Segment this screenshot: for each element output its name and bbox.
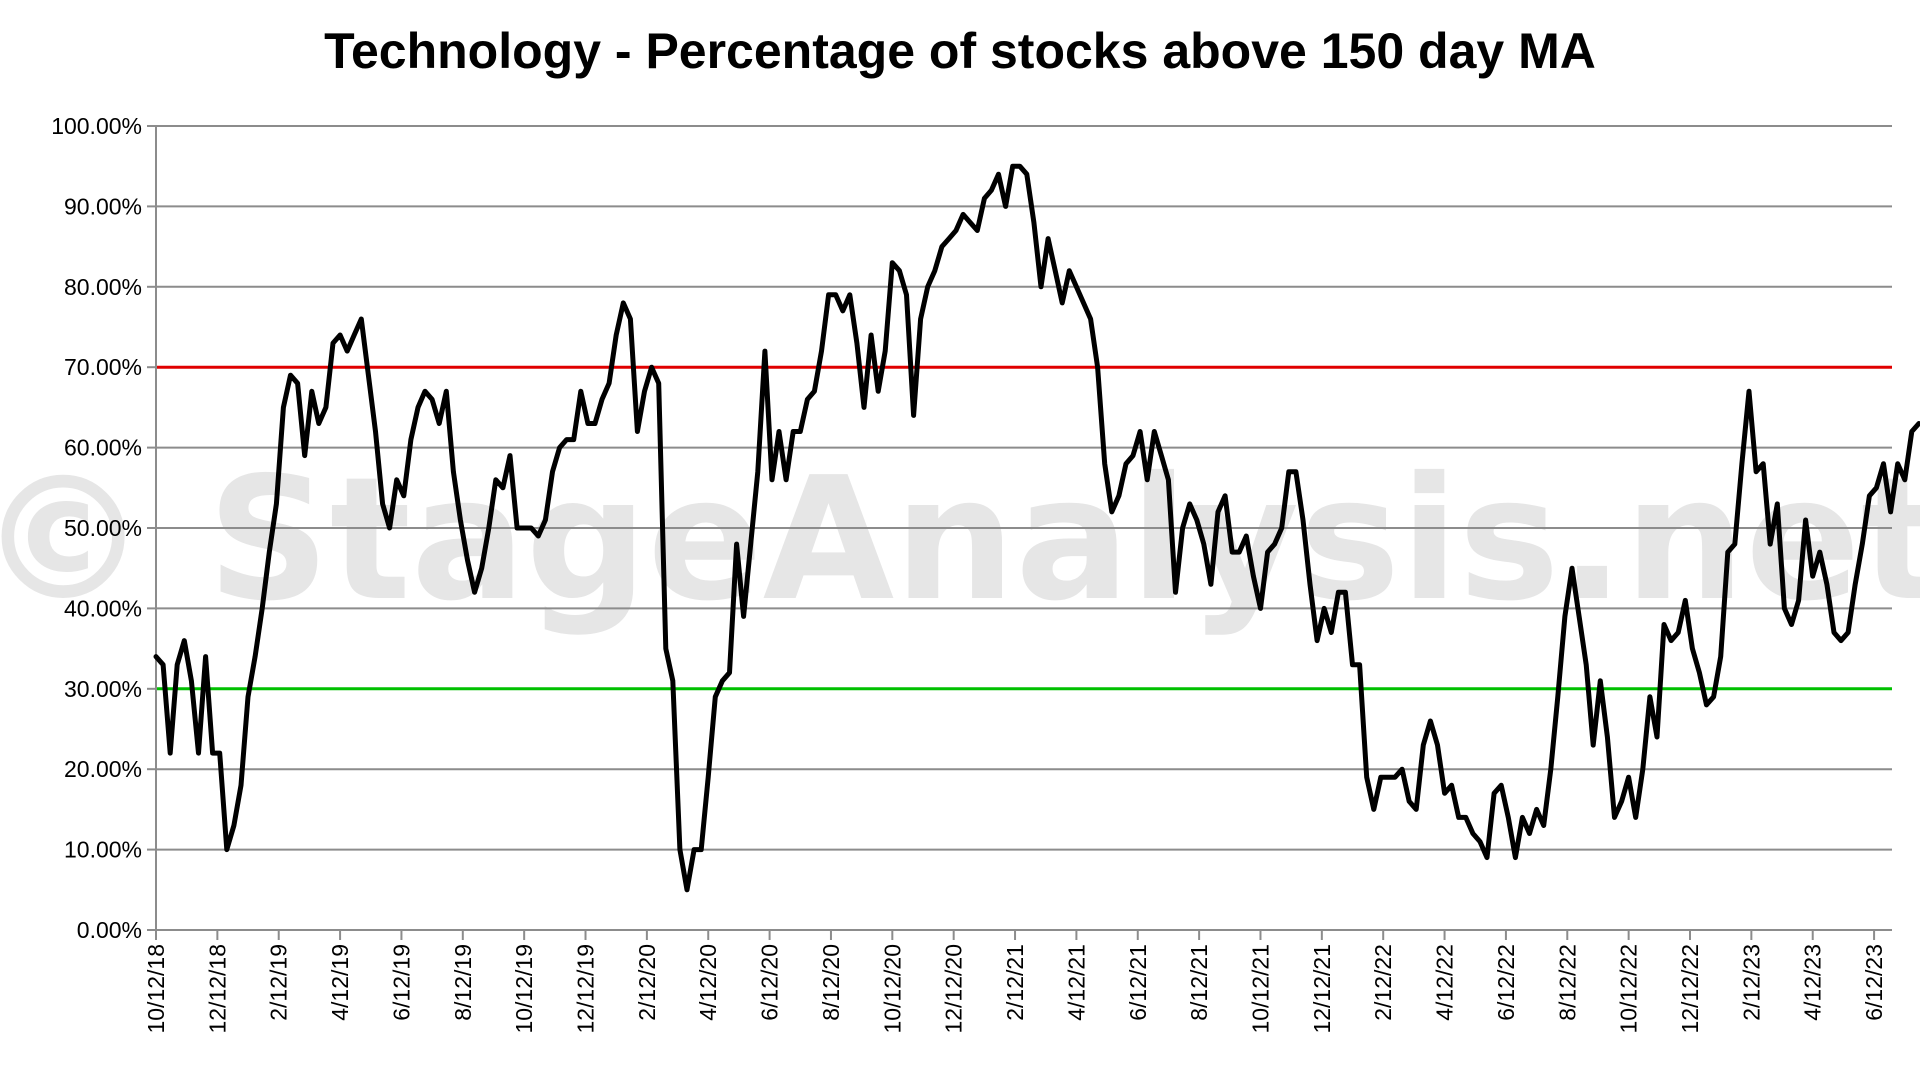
x-tick-label: 2/12/19 [266,944,292,1021]
y-tick-label: 60.00% [64,435,142,461]
y-tick-label: 100.00% [51,113,142,139]
y-tick-label: 10.00% [64,837,142,863]
y-tick-label: 80.00% [64,274,142,300]
x-tick-label: 12/12/20 [941,944,967,1034]
y-tick-label: 90.00% [64,193,142,219]
y-tick-label: 20.00% [64,756,142,782]
x-tick-label: 2/12/20 [634,944,660,1021]
x-tick-label: 8/12/20 [818,944,844,1021]
x-tick-label: 4/12/21 [1063,944,1089,1021]
axes [155,126,1892,931]
x-tick-label: 8/12/22 [1554,944,1580,1021]
x-tick-label: 4/12/20 [695,944,721,1021]
chart-title: Technology - Percentage of stocks above … [324,23,1596,79]
x-tick-label: 2/12/23 [1738,944,1764,1021]
x-tick-label: 4/12/19 [327,944,353,1021]
x-tick-label: 12/12/19 [573,944,599,1034]
y-tick-label: 40.00% [64,595,142,621]
x-tick-label: 6/12/21 [1125,944,1151,1021]
series-line [153,163,1920,893]
x-tick-label: 6/12/22 [1493,944,1519,1021]
x-tick-label: 10/12/19 [511,944,537,1034]
x-tick-label: 2/12/22 [1370,944,1396,1021]
x-tick-label: 8/12/21 [1186,944,1212,1021]
x-tick-label: 12/12/21 [1309,944,1335,1034]
x-tick-label: 4/12/23 [1800,944,1826,1021]
x-tick-label: 10/12/22 [1616,944,1642,1034]
x-tick-label: 6/12/23 [1861,944,1887,1021]
x-tick-label: 2/12/21 [1002,944,1028,1021]
y-tick-label: 30.00% [64,676,142,702]
x-tick-label: 12/12/22 [1677,944,1703,1034]
x-tick-label: 10/12/18 [143,944,169,1034]
x-tick-label: 6/12/19 [388,944,414,1021]
y-axis-tick-labels: 0.00% 10.00% 20.00% 30.00% 40.00% 50.00% 60.00… [51,113,142,943]
x-tick-label: 8/12/19 [450,944,476,1021]
x-tick-label: 10/12/20 [879,944,905,1034]
x-tick-label: 12/12/18 [204,944,230,1034]
y-tick-label: 0.00% [77,917,142,943]
series-group [153,163,1920,893]
x-tick-label: 10/12/21 [1247,944,1273,1034]
x-tick-label: 6/12/20 [757,944,783,1021]
watermark: © StageAnalysis.net [0,441,1920,639]
gridlines [147,125,1892,931]
y-tick-label: 50.00% [64,515,142,541]
x-axis-tick-labels: 10/12/18 12/12/18 2/12/19 4/12/19 6/12/19 8/1… [143,930,1887,1034]
x-tick-label: 4/12/22 [1432,944,1458,1021]
y-tick-label: 70.00% [64,354,142,380]
